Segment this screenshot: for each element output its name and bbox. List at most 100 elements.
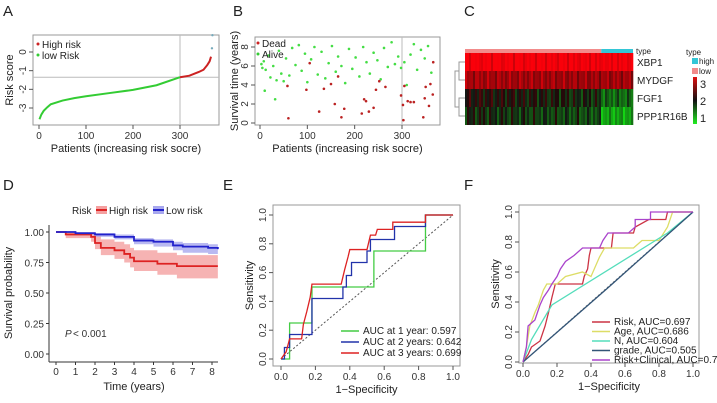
heatmap-cell xyxy=(519,53,522,71)
y-tick-label: 0.8 xyxy=(504,235,515,249)
dead-point xyxy=(322,87,326,91)
heatmap-cell xyxy=(573,53,576,71)
heatmap-cell xyxy=(477,107,480,125)
heatmap-cell xyxy=(509,53,512,71)
heatmap-cell xyxy=(571,71,574,89)
y-tick-label: 6 xyxy=(240,63,251,69)
dead-point xyxy=(403,84,406,88)
heatmap-cell xyxy=(469,89,472,107)
heatmap-cell xyxy=(551,71,554,89)
heatmap-cell xyxy=(627,107,630,125)
heatmap-cell xyxy=(607,71,610,89)
alive-point xyxy=(358,75,361,78)
heatmap-cell xyxy=(531,71,534,89)
heatmap-cell xyxy=(515,53,518,71)
heatmap-cell xyxy=(621,71,624,89)
x-tick-label: 1 xyxy=(73,367,79,378)
heatmap-cell xyxy=(555,53,558,71)
heatmap-cell xyxy=(529,71,532,89)
legend-label: Dead xyxy=(262,39,286,50)
alive-point xyxy=(267,54,270,57)
x-tick-label: 8 xyxy=(209,367,215,378)
dead-point xyxy=(423,97,427,100)
heatmap-cell xyxy=(601,107,604,125)
heatmap-cell xyxy=(571,107,574,125)
heatmap-cell xyxy=(567,89,570,107)
heatmap-cell xyxy=(465,53,468,71)
heatmap-cell xyxy=(553,71,556,89)
heatmap-cell xyxy=(581,89,584,107)
legend-label: Risk, AUC=0.697 xyxy=(614,317,691,328)
heatmap-cell xyxy=(535,53,538,71)
alive-point xyxy=(284,57,288,60)
heatmap-cell xyxy=(561,71,564,89)
heatmap-cell xyxy=(489,71,492,89)
x-axis-label: 1−Specificity xyxy=(335,384,398,396)
heatmap-cell xyxy=(495,71,498,89)
heatmap-cell xyxy=(629,53,632,71)
heatmap-cell xyxy=(523,53,526,71)
heatmap-cell xyxy=(471,107,474,125)
heatmap-cell xyxy=(509,107,512,125)
legend-label: Risk+Clinical, AUC=0.763 xyxy=(614,355,717,366)
y-tick-label: 0.8 xyxy=(258,236,269,250)
heatmap-cell xyxy=(599,89,602,107)
heatmap-cell xyxy=(467,53,470,71)
alive-point xyxy=(313,45,316,49)
heatmap-cell xyxy=(515,107,518,125)
legend-swatch xyxy=(692,58,698,64)
heatmap-cell xyxy=(587,89,590,107)
heatmap-cell xyxy=(509,71,512,89)
y-tick-label: 0.75 xyxy=(25,259,45,270)
heatmap-cell xyxy=(535,89,538,107)
heatmap-cell xyxy=(567,107,570,125)
alive-point xyxy=(347,47,351,51)
x-tick-label: 2 xyxy=(92,367,98,378)
heatmap-cell xyxy=(493,71,496,89)
dead-point xyxy=(372,106,375,110)
heatmap-cell xyxy=(575,53,578,71)
heatmap-cell xyxy=(559,89,562,107)
alive-point xyxy=(430,71,433,74)
heatmap-cell xyxy=(619,107,622,125)
legend-label: High risk xyxy=(109,206,149,217)
x-tick-label: 300 xyxy=(172,131,189,142)
heatmap-cell xyxy=(477,71,480,89)
heatmap-cell xyxy=(537,89,540,107)
heatmap-cell xyxy=(469,53,472,71)
heatmap-cell xyxy=(561,53,564,71)
heatmap-cell xyxy=(569,71,572,89)
x-tick-label: 6 xyxy=(170,367,176,378)
x-tick-label: 0.2 xyxy=(550,369,564,380)
heatmap-cell xyxy=(627,89,630,107)
heatmap-cell xyxy=(581,53,584,71)
survival-curve xyxy=(56,231,218,268)
heatmap-cell xyxy=(495,53,498,71)
roc-curve xyxy=(522,211,693,363)
dead-point xyxy=(384,85,387,89)
y-tick-label: 0 xyxy=(240,120,251,126)
alive-point xyxy=(361,45,365,49)
alive-point xyxy=(324,77,327,80)
heatmap-cell xyxy=(603,71,606,89)
survival-curve xyxy=(56,231,219,250)
x-axis-label: Time (years) xyxy=(103,381,164,393)
heatmap-cell xyxy=(533,107,536,125)
heatmap-cell xyxy=(485,71,488,89)
low-risk-curve xyxy=(38,76,181,120)
x-tick-label: 0.4 xyxy=(584,369,598,380)
alive-point xyxy=(309,58,313,61)
outlier-point xyxy=(210,47,214,50)
heatmap-cell xyxy=(629,107,632,125)
alive-point xyxy=(262,59,266,63)
heatmap-cell xyxy=(543,107,546,125)
heatmap-cell xyxy=(535,107,538,125)
dead-point xyxy=(409,100,412,104)
heatmap-cell xyxy=(599,107,602,125)
colorbar-label: 2 xyxy=(700,96,706,108)
heatmap-cell xyxy=(555,89,558,107)
heatmap-cell xyxy=(475,89,478,107)
heatmap-cell xyxy=(545,71,548,89)
heatmap-cell xyxy=(531,89,534,107)
